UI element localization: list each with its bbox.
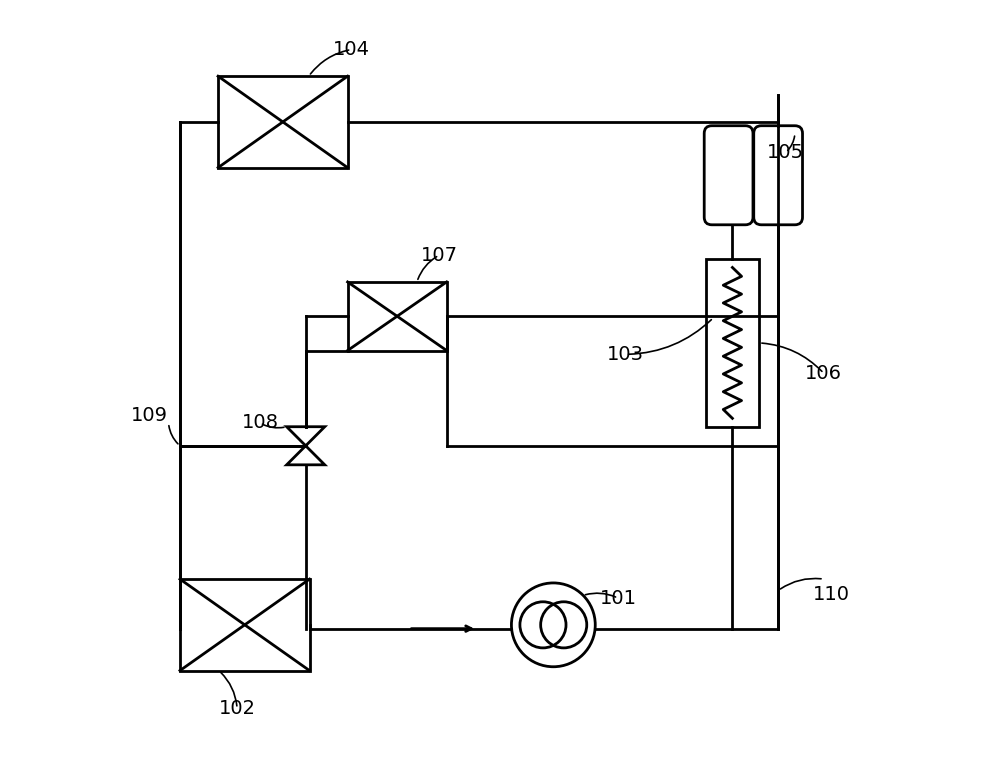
Text: 107: 107 bbox=[421, 246, 458, 264]
Text: 106: 106 bbox=[805, 364, 842, 383]
Text: 101: 101 bbox=[600, 589, 637, 607]
Text: 104: 104 bbox=[333, 40, 370, 59]
Text: 103: 103 bbox=[607, 345, 644, 363]
Text: 102: 102 bbox=[219, 700, 256, 718]
Bar bbox=[706, 259, 759, 427]
Bar bbox=[218, 76, 348, 168]
Bar bbox=[348, 282, 447, 351]
Text: 108: 108 bbox=[241, 414, 278, 432]
Text: 109: 109 bbox=[131, 406, 168, 424]
Text: 105: 105 bbox=[767, 143, 804, 162]
Bar bbox=[180, 579, 310, 671]
Text: 110: 110 bbox=[813, 585, 850, 604]
